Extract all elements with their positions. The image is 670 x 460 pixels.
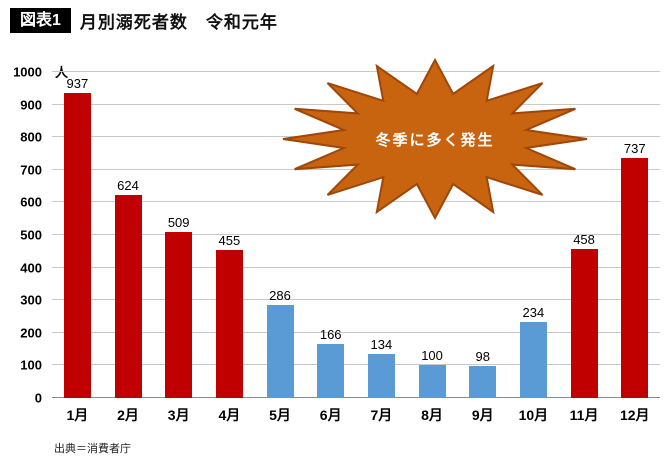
bar-slot: 455: [204, 72, 255, 398]
bar-slot: 509: [153, 72, 204, 398]
bar-value-label: 166: [319, 326, 342, 342]
gridline: [52, 299, 660, 301]
chart-title: 月別溺死者数 令和元年: [79, 13, 278, 33]
bar-value-label: 509: [167, 215, 190, 231]
x-tick-label: 2月: [117, 407, 139, 423]
bar-slot: 737: [609, 72, 660, 398]
gridline: [52, 71, 660, 72]
starburst-polygon: [282, 57, 588, 221]
y-axis-unit-label: 人: [55, 65, 69, 80]
gridline: [52, 266, 660, 268]
bar-slot: 234: [508, 72, 559, 398]
bar-1月: [63, 92, 91, 398]
bar-2月: [114, 194, 142, 398]
bar-10月: [519, 321, 547, 398]
x-tick-label: 9月: [471, 407, 494, 423]
bar-7月: [367, 354, 395, 398]
y-tick-label: 1000: [13, 64, 42, 80]
y-tick-label: 0: [34, 390, 42, 406]
bars-row: 937 624 509 455 286 166 134 100 98 234 458 737: [52, 72, 660, 398]
x-tick-label: 10月: [518, 407, 549, 423]
x-tick-label: 7月: [370, 407, 393, 423]
bar-12月: [621, 157, 649, 398]
y-tick-label: 100: [20, 357, 42, 373]
bar-slot: 98: [457, 72, 508, 398]
bar-slot: 624: [103, 72, 154, 398]
bar-3月: [165, 232, 193, 398]
bar-slot: 134: [356, 72, 407, 398]
gridline: [52, 364, 660, 366]
bar-4月: [215, 249, 243, 398]
bar-value-label: 937: [66, 75, 89, 91]
figure-number-badge: 図表1: [10, 8, 71, 34]
y-tick-label: 700: [20, 162, 42, 178]
starburst-icon: [282, 57, 588, 221]
y-tick-label: 600: [20, 194, 42, 210]
bar-value-label: 98: [475, 349, 490, 365]
bar-value-label: 100: [421, 348, 443, 364]
chart-header: 図表1 月別溺死者数 令和元年: [10, 8, 278, 34]
annotation-label: 冬季に多く発生: [375, 131, 495, 149]
bar-slot: 937: [52, 72, 103, 398]
source-note: 出典＝消費者庁: [54, 443, 131, 455]
y-tick-label: 800: [20, 129, 42, 145]
bar-value-label: 234: [522, 304, 545, 320]
x-axis-line: [52, 397, 660, 398]
bar-value-label: 624: [117, 177, 139, 193]
annotation-starburst: 冬季に多く発生: [280, 57, 590, 221]
y-tick-label: 900: [20, 97, 42, 113]
x-tick-label: 8月: [421, 407, 443, 423]
bar-5月: [266, 304, 294, 398]
x-tick-label: 5月: [269, 407, 291, 423]
x-tick-label: 1月: [66, 407, 89, 423]
x-tick-label: 6月: [319, 407, 342, 423]
bar-value-label: 134: [370, 337, 393, 353]
bar-slot: 100: [407, 72, 458, 398]
bar-8月: [418, 365, 446, 398]
y-tick-label: 500: [20, 227, 42, 243]
x-tick-label: 3月: [167, 407, 190, 423]
x-tick-label: 4月: [218, 407, 241, 423]
bar-value-label: 737: [623, 140, 646, 156]
x-tick-label: 11月: [569, 407, 599, 423]
x-axis: 1月 2月 3月 4月 5月 6月 7月 8月 9月 10月 11月 12月: [52, 405, 660, 425]
bar-slot: 166: [305, 72, 356, 398]
gridline: [52, 331, 660, 333]
gridline: [52, 201, 660, 203]
bar-9月: [469, 366, 497, 398]
bar-value-label: 286: [269, 287, 291, 303]
gridline: [52, 234, 660, 235]
bar-slot: 458: [559, 72, 610, 398]
bar-11月: [570, 248, 598, 398]
x-tick-label: 12月: [619, 407, 650, 423]
bar-value-label: 455: [218, 232, 241, 248]
y-axis: 0 100 200 300 400 500 600 700 800 900 1000: [0, 66, 46, 405]
bar-value-label: 458: [573, 231, 595, 247]
y-tick-label: 300: [20, 292, 42, 308]
bar-slot: 286: [255, 72, 306, 398]
y-tick-label: 400: [20, 260, 42, 276]
y-tick-label: 200: [20, 325, 42, 341]
bar-6月: [317, 343, 345, 398]
